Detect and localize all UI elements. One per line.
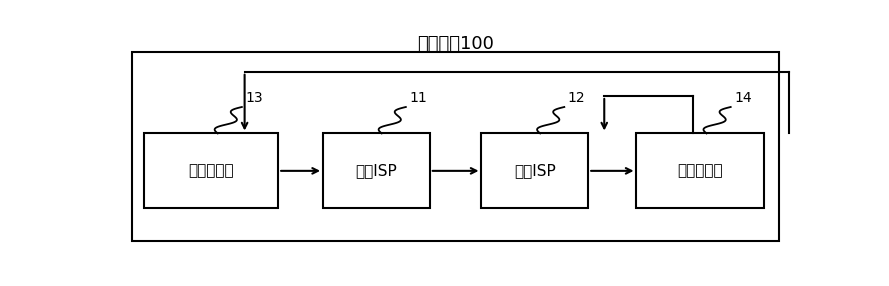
- Text: 图像传感器: 图像传感器: [188, 163, 234, 178]
- Bar: [323, 133, 429, 208]
- Text: 第二ISP: 第二ISP: [514, 163, 556, 178]
- Text: 14: 14: [734, 91, 752, 105]
- Bar: [132, 52, 780, 241]
- Text: 电子设备100: 电子设备100: [417, 35, 494, 53]
- Bar: [482, 133, 589, 208]
- Text: 11: 11: [409, 91, 427, 105]
- Text: 12: 12: [568, 91, 585, 105]
- Text: 13: 13: [245, 91, 263, 105]
- Bar: [144, 133, 278, 208]
- Text: 第一ISP: 第一ISP: [356, 163, 397, 178]
- Bar: [637, 133, 764, 208]
- Text: 中央处理器: 中央处理器: [677, 163, 723, 178]
